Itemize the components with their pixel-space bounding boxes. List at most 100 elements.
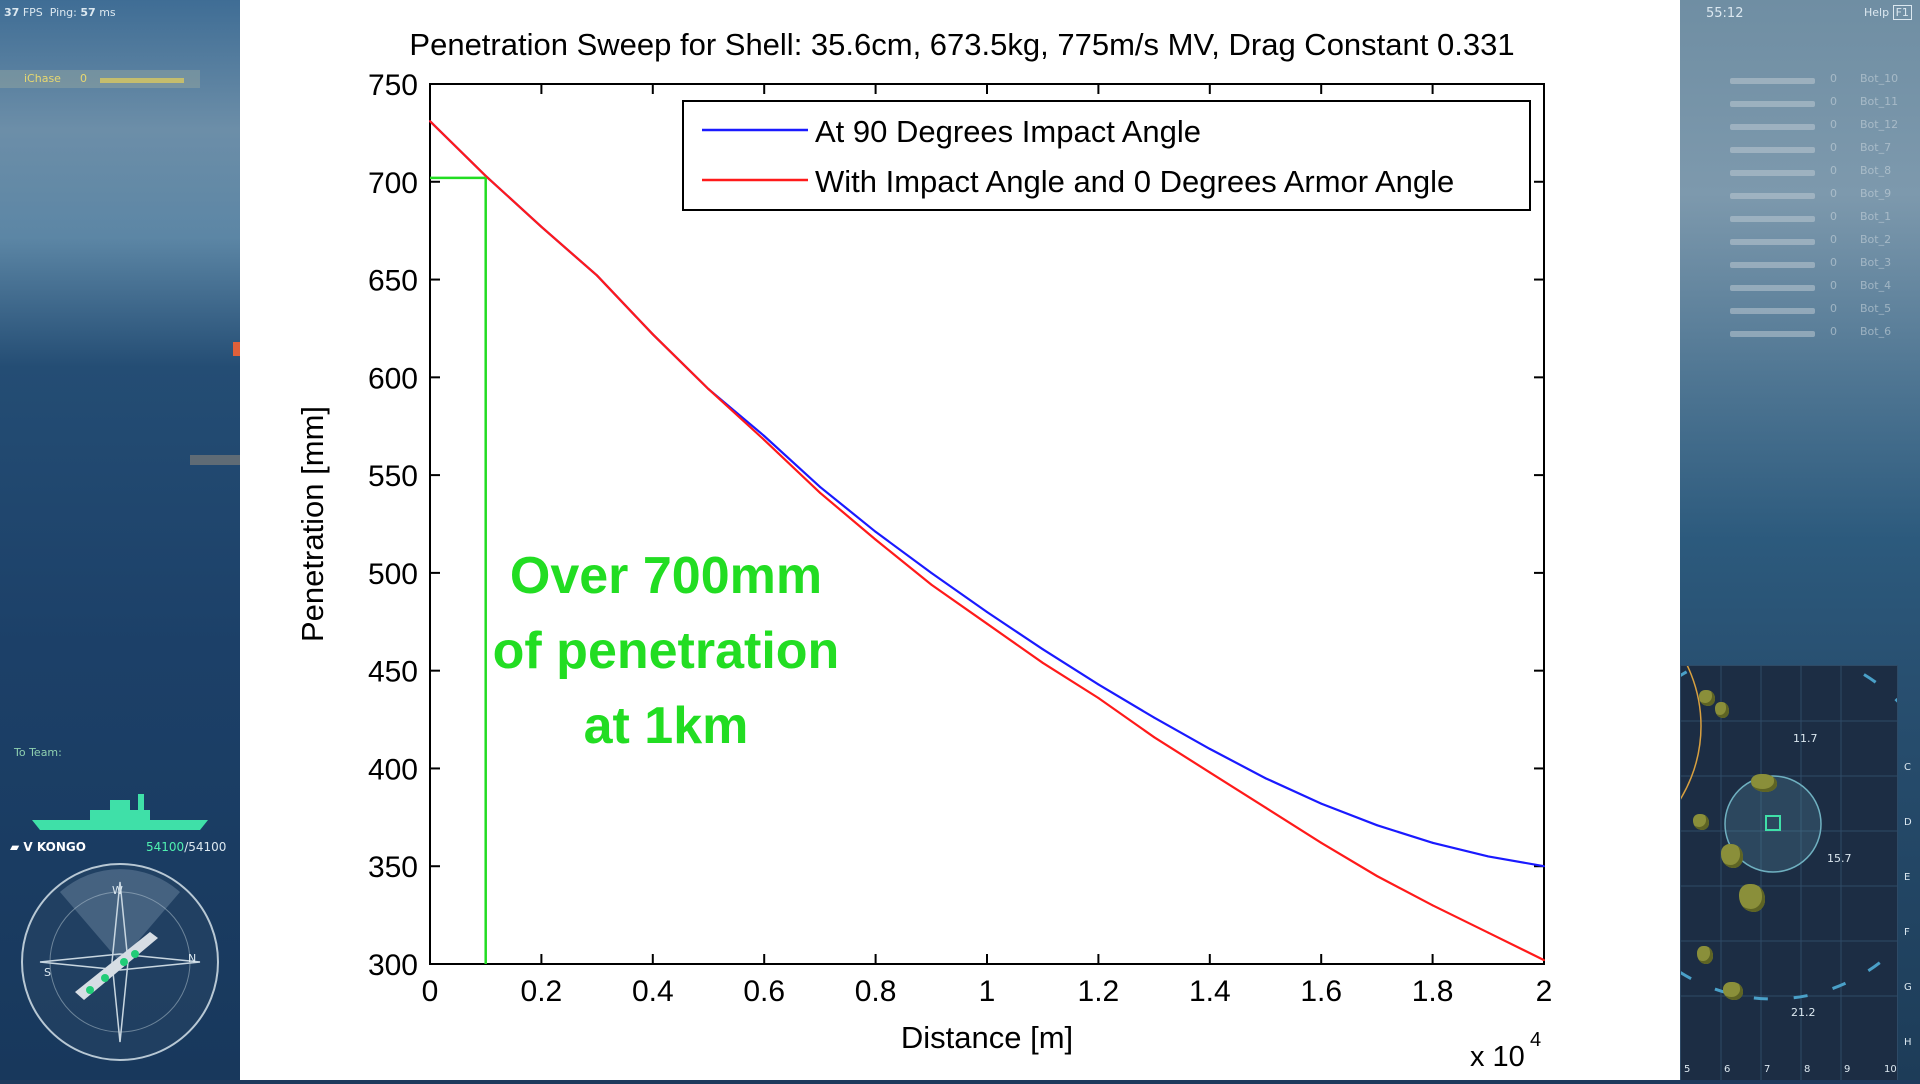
team-list-row: 0 Bot_4 [1730,277,1910,297]
y-tick-label: 500 [368,558,418,591]
series-1-point [1431,904,1434,907]
team-row-score: 0 [1830,95,1837,108]
series-0-point [763,435,766,437]
ship-silhouette-icon [1730,147,1815,153]
x-multiplier-label: x 10 [1470,1041,1525,1073]
series-1-point [1375,875,1378,877]
minimap-distance-2: 15.7 [1827,852,1852,865]
team-row-score: 0 [1830,164,1837,177]
series-0-point [1487,855,1490,858]
help-key: F1 [1892,5,1912,20]
x-tick-label: 2 [1536,975,1553,1008]
chart-figure: Penetration Sweep for Shell: 35.6cm, 673… [240,0,1680,1080]
ship-silhouette-icon [100,78,184,83]
player-hp: 54100/54100 [146,840,227,854]
team-list-row: 0 Bot_3 [1730,254,1910,274]
team-row-score: 0 [1830,233,1837,246]
series-0-point [1431,841,1434,844]
minimap-col-label: 6 [1724,1064,1731,1075]
minimap-row-label: F [1904,927,1910,938]
x-tick-label: 1.2 [1078,975,1120,1008]
help-hint[interactable]: Help F1 [1864,5,1912,20]
series-0-point [1320,802,1323,805]
team-row-score: 0 [1830,279,1837,292]
series-1-point [707,388,710,391]
minimap-col-label: 10 [1884,1064,1897,1075]
island-icon [1693,814,1709,830]
ship-silhouette-icon [1730,101,1815,107]
minimap-distance-3: 21.2 [1791,1006,1816,1019]
team-row-name: Bot_2 [1860,233,1892,246]
capture-bar: iChase 0 [0,70,200,88]
x-tick-label: 1.8 [1412,975,1454,1008]
team-row-name: Bot_8 [1860,164,1892,177]
annotation-text: Over 700mm [510,547,822,605]
annotation-text: of penetration [493,622,840,680]
capture-label: iChase [24,72,61,85]
y-tick-label: 450 [368,656,418,689]
series-1-point [1153,736,1156,739]
team-row-name: Bot_4 [1860,279,1892,292]
y-tick-label: 350 [368,851,418,884]
legend-entry-blue: At 90 Degrees Impact Angle [815,114,1201,149]
island-icon [1715,702,1729,718]
team-list-row: 0 Bot_11 [1730,93,1910,113]
x-axis-label: Distance [m] [901,1020,1073,1055]
series-0-point [1543,865,1545,868]
team-row-name: Bot_11 [1860,95,1899,108]
series-1-point [429,120,431,123]
ship-silhouette-icon [1730,216,1815,222]
enemy-ship-icon [190,455,240,465]
player-ship-silhouette-icon [30,792,210,832]
series-line-1 [429,120,1545,962]
ship-silhouette-icon [1730,331,1815,337]
team-list-row: 0 Bot_8 [1730,162,1910,182]
minimap-row-label: D [1904,817,1912,828]
team-row-score: 0 [1830,210,1837,223]
island-icon [1739,884,1765,912]
team-row-name: Bot_10 [1860,72,1899,85]
series-1-point [986,622,988,625]
x-tick-label: 1.4 [1189,975,1231,1008]
team-row-name: Bot_12 [1860,118,1899,131]
capture-score: 0 [80,72,87,85]
minimap-row-label: E [1904,872,1911,883]
legend-box [682,100,1531,211]
ship-silhouette-icon [1730,78,1815,84]
fps-counter: 37 FPS Ping: 57 ms [4,6,116,19]
tier-icon: ▰ [10,840,24,854]
x-tick-label: 0 [422,975,439,1008]
y-tick-label: 550 [368,460,418,493]
island-icon [1697,946,1713,964]
series-1-point [1041,661,1044,664]
team-row-name: Bot_6 [1860,325,1892,338]
annotation-text: at 1km [584,697,749,755]
series-1-point [1487,931,1490,934]
series-1-point [596,274,599,277]
team-list-row: 0 Bot_12 [1730,116,1910,136]
ship-silhouette-icon [1730,285,1815,291]
team-list-row: 0 Bot_9 [1730,185,1910,205]
series-1-point [1208,771,1211,774]
team-list-row: 0 Bot_1 [1730,208,1910,228]
team-row-name: Bot_1 [1860,210,1892,223]
y-tick-label: 400 [368,753,418,786]
x-tick-label: 0.2 [521,975,563,1008]
series-0-point [1153,716,1156,719]
series-0-point [1097,683,1100,686]
legend: At 90 Degrees Impact Angle With Impact A… [682,100,1531,211]
team-list-row: 0 Bot_10 [1730,70,1910,90]
series-1-point [1543,959,1545,962]
right-game-panel: 55:12 Help F1 0 Bot_10 0 Bot_11 0 Bot_12 0 Bot_… [1680,0,1920,1080]
series-1-point [930,583,933,586]
compass-n-label: N [188,952,197,965]
series-0-point [1041,648,1044,651]
compass-s-label: S [44,966,51,979]
chat-label: To Team: [14,746,62,759]
series-0-point [1375,824,1378,827]
ship-silhouette-icon [1730,239,1815,245]
series-1-point [651,333,654,336]
x-multiplier-exponent: 4 [1530,1029,1541,1051]
compass-w-label: W [112,884,123,897]
minimap[interactable]: 11.7 15.7 21.2 [1680,665,1898,1080]
